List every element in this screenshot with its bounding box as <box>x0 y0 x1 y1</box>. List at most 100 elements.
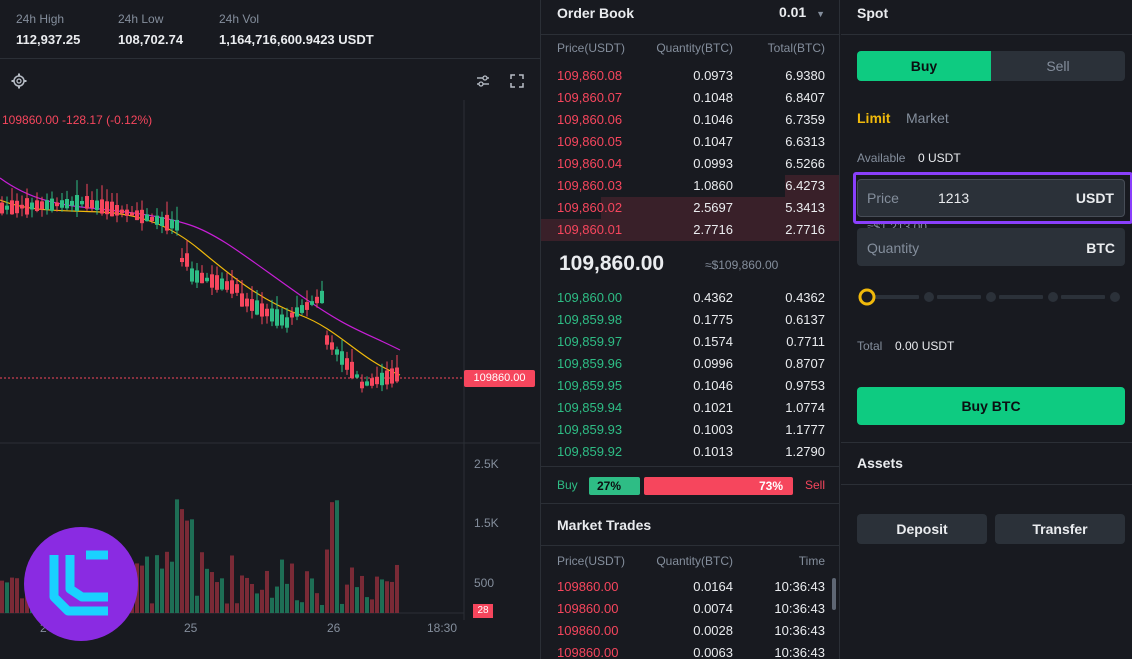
quantity-input[interactable]: Quantity BTC <box>857 228 1125 266</box>
volume-bar <box>310 578 314 613</box>
volume-bar <box>205 568 209 613</box>
amount-slider[interactable] <box>857 287 1127 307</box>
tab-limit[interactable]: Limit <box>857 110 891 126</box>
candle-body <box>365 381 369 386</box>
candle-body <box>225 281 229 290</box>
sell-tab-button[interactable]: Sell <box>991 51 1125 81</box>
bid-row[interactable]: 109,859.97 0.1574 0.7711 <box>541 331 839 353</box>
ask-row[interactable]: 109,860.05 0.1047 6.6313 <box>541 131 839 153</box>
bid-price: 109,859.98 <box>557 312 623 327</box>
candle-body <box>125 209 129 216</box>
volume-bar <box>20 598 24 613</box>
transfer-button[interactable]: Transfer <box>995 514 1125 544</box>
vol-axis-label: 1.5K <box>474 516 499 530</box>
volume-bar <box>360 575 364 613</box>
mid-price-usd: ≈$109,860.00 <box>705 258 779 272</box>
ask-qty: 2.7716 <box>693 222 733 237</box>
bid-row[interactable]: 109,859.95 0.1046 0.9753 <box>541 375 839 397</box>
volume-bar <box>155 555 159 613</box>
candle-body <box>200 272 204 284</box>
bid-total: 0.4362 <box>785 290 825 305</box>
volume-bar <box>15 578 19 613</box>
bid-row[interactable]: 109,860.00 0.4362 0.4362 <box>541 287 839 309</box>
candle-body <box>230 280 234 294</box>
bid-qty: 0.1574 <box>693 334 733 349</box>
candle-body <box>300 305 304 313</box>
volume-bar <box>330 502 334 613</box>
bid-row[interactable]: 109,859.93 0.1003 1.1777 <box>541 419 839 441</box>
candle-body <box>340 351 344 365</box>
buy-tab-button[interactable]: Buy <box>857 51 991 81</box>
available-value: 0 USDT <box>918 151 961 165</box>
trade-time: 10:36:43 <box>774 645 825 659</box>
bid-price: 109,859.96 <box>557 356 623 371</box>
candle-body <box>135 210 139 221</box>
ask-row[interactable]: 109,860.06 0.1046 6.7359 <box>541 109 839 131</box>
candle-body <box>210 274 214 288</box>
settings-gear-icon[interactable] <box>11 73 27 89</box>
trade-time: 10:36:43 <box>774 623 825 638</box>
total-label: Total <box>857 339 883 353</box>
ask-price: 109,860.06 <box>557 112 623 127</box>
candle-body <box>285 317 289 328</box>
bid-total: 1.1777 <box>785 422 825 437</box>
bid-row[interactable]: 109,859.92 0.1013 1.2790 <box>541 441 839 463</box>
volume-bar <box>245 577 249 613</box>
candle-body <box>395 367 399 382</box>
candle-body <box>190 268 194 282</box>
candle-body <box>35 200 39 211</box>
trade-row: 109860.00 0.0074 10:36:43 <box>541 598 839 620</box>
ask-qty: 0.1048 <box>693 90 733 105</box>
candle-body <box>130 212 134 216</box>
candle-body <box>110 201 114 217</box>
trade-price: 109860.00 <box>557 579 619 594</box>
precision-select[interactable]: 0.01 ▼ <box>779 4 825 20</box>
ask-price: 109,860.04 <box>557 156 623 171</box>
candle-body <box>350 361 354 379</box>
bid-row[interactable]: 109,859.98 0.1775 0.6137 <box>541 309 839 331</box>
fullscreen-icon[interactable] <box>510 74 524 88</box>
indicator-sliders-icon[interactable] <box>476 74 490 88</box>
candle-body <box>250 299 254 311</box>
ask-row[interactable]: 109,860.02 2.5697 5.3413 <box>541 197 839 219</box>
trade-time: 10:36:43 <box>774 579 825 594</box>
candle-body <box>310 301 314 305</box>
depth-bar <box>600 197 839 219</box>
volume-bar <box>260 589 264 613</box>
trade-price: 109860.00 <box>557 623 619 638</box>
ask-row[interactable]: 109,860.07 0.1048 6.8407 <box>541 87 839 109</box>
volume-bar <box>230 555 234 613</box>
bid-row[interactable]: 109,859.94 0.1021 1.0774 <box>541 397 839 419</box>
ask-row[interactable]: 109,860.04 0.0993 6.5266 <box>541 153 839 175</box>
deposit-button[interactable]: Deposit <box>857 514 987 544</box>
header-time: Time <box>798 554 825 568</box>
stat-value: 1,164,716,600.9423 USDT <box>219 32 374 47</box>
trade-row: 109860.00 0.0164 10:36:43 <box>541 576 839 598</box>
bid-row[interactable]: 109,859.96 0.0996 0.8707 <box>541 353 839 375</box>
candle-body <box>140 209 144 224</box>
candle-body <box>360 381 364 389</box>
divider <box>841 484 1132 485</box>
divider <box>841 34 1132 35</box>
volume-bar <box>300 602 304 613</box>
ask-row[interactable]: 109,860.01 2.7716 2.7716 <box>541 219 839 241</box>
volume-bar <box>240 575 244 613</box>
buy-btc-button[interactable]: Buy BTC <box>857 387 1125 425</box>
ask-total: 6.6313 <box>785 134 825 149</box>
stat-24h-low: 24h Low 108,702.74 <box>118 12 183 47</box>
candle-body <box>335 349 339 355</box>
ask-row[interactable]: 109,860.08 0.0973 6.9380 <box>541 65 839 87</box>
bid-total: 0.7711 <box>786 334 825 349</box>
scrollbar[interactable] <box>832 578 836 610</box>
price-input[interactable]: Price 1213 USDT <box>857 179 1125 217</box>
candle-body <box>170 219 174 229</box>
candle-body <box>120 209 124 214</box>
bid-qty: 0.0996 <box>693 356 733 371</box>
tab-market[interactable]: Market <box>906 110 949 126</box>
bid-qty: 0.1003 <box>693 422 733 437</box>
available-label: Available <box>857 151 906 165</box>
ask-row[interactable]: 109,860.03 1.0860 6.4273 <box>541 175 839 197</box>
volume-bar <box>370 599 374 613</box>
candle-body <box>20 204 24 209</box>
volume-bar <box>0 580 4 613</box>
